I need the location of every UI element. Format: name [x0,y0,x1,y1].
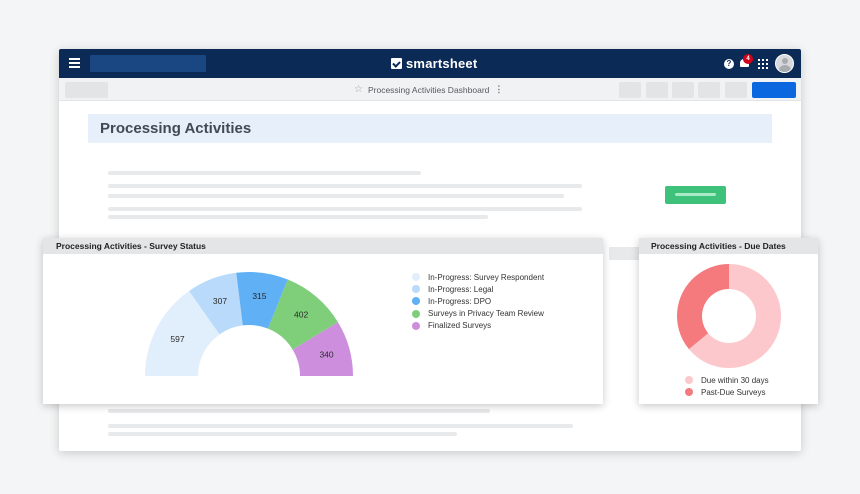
survey-slice-finalized-surveys[interactable] [292,322,353,376]
top-navigation-bar: smartsheet ? 4 [59,49,801,78]
toolbar-primary-button[interactable] [752,82,796,98]
survey-status-widget: Processing Activities - Survey Status 59… [43,238,603,404]
toolbar-button-3[interactable] [672,82,694,98]
brand-logo: smartsheet [391,55,477,72]
placeholder-line [108,194,564,198]
survey-legend-item-finalized-surveys: Finalized Surveys [412,320,544,332]
survey-status-chart: 597 307 315 402 340 [145,272,353,376]
survey-slice-value-label: 307 [213,296,227,306]
survey-legend-swatch [412,273,420,282]
due-widget-title: Processing Activities - Due Dates [639,238,818,254]
sheet-toolbar: ☆ Processing Activities Dashboard ⋮ [59,78,801,101]
survey-legend-item-in-progress-survey-respondent: In-Progress: Survey Respondent [412,271,544,283]
placeholder-block [609,247,641,260]
survey-legend-swatch [412,297,420,306]
survey-slice-in-progress-dpo[interactable] [236,272,288,329]
survey-legend-label: In-Progress: Legal [428,284,494,294]
survey-legend: In-Progress: Survey Respondent In-Progres… [412,271,544,332]
due-slice-due-within-30-days[interactable] [688,264,781,368]
hamburger-menu-icon[interactable] [69,58,80,68]
placeholder-line [108,424,573,428]
placeholder-line [108,432,457,436]
due-legend: Due within 30 days Past-Due Surveys [685,374,769,398]
toolbar-button-4[interactable] [698,82,720,98]
brand-name: smartsheet [406,56,478,71]
survey-slice-value-label: 597 [170,334,184,344]
favorite-star-icon[interactable]: ☆ [354,84,363,95]
survey-legend-item-in-progress-dpo: In-Progress: DPO [412,295,544,307]
placeholder-line [108,184,582,188]
survey-slice-value-label: 315 [252,291,266,301]
due-legend-label: Past-Due Surveys [701,387,766,397]
user-avatar[interactable] [775,54,794,73]
survey-legend-swatch [412,285,420,294]
dashboard-title: Processing Activities [100,120,252,137]
survey-legend-label: In-Progress: Survey Respondent [428,272,545,282]
due-legend-swatch [685,376,693,385]
survey-legend-label: In-Progress: DPO [428,296,492,306]
due-dates-chart [677,264,781,368]
green-action-button[interactable] [665,186,726,204]
survey-slice-in-progress-survey-respondent[interactable] [145,291,220,376]
survey-legend-item-in-progress-legal: In-Progress: Legal [412,283,544,295]
survey-legend-item-surveys-in-privacy-team-review: Surveys in Privacy Team Review [412,308,544,320]
placeholder-line [108,171,421,175]
due-dates-widget: Processing Activities - Due Dates Due wi… [639,238,818,404]
apps-grid-icon[interactable] [758,59,768,69]
notification-badge: 4 [743,54,753,64]
survey-widget-title: Processing Activities - Survey Status [43,238,603,254]
survey-legend-swatch [412,321,420,330]
help-icon[interactable]: ? [724,59,734,69]
more-options-icon[interactable]: ⋮ [494,84,504,94]
survey-slice-in-progress-legal[interactable] [189,272,243,335]
due-legend-swatch [685,388,693,397]
due-slice-past-due-surveys[interactable] [677,264,729,350]
placeholder-line [108,215,488,219]
survey-slice-value-label: 402 [294,310,308,320]
placeholder-line [108,409,490,413]
due-legend-label: Due within 30 days [701,375,769,385]
toolbar-button-1[interactable] [619,82,641,98]
survey-slice-value-label: 340 [319,349,333,359]
toolbar-button-2[interactable] [646,82,668,98]
survey-legend-label: Surveys in Privacy Team Review [428,309,544,319]
survey-legend-swatch [412,309,420,318]
placeholder-line [108,207,582,211]
toolbar-button-5[interactable] [725,82,747,98]
survey-legend-label: Finalized Surveys [428,321,492,331]
dashboard-header: Processing Activities [88,114,772,143]
sheet-title-area: ☆ Processing Activities Dashboard ⋮ [354,78,503,101]
sheet-title: Processing Activities Dashboard [367,84,490,95]
smartsheet-logo-icon [391,58,402,69]
toolbar-left-button[interactable] [65,82,108,98]
due-legend-item-past-due-surveys: Past-Due Surveys [685,386,769,398]
survey-slice-surveys-in-privacy-team-review[interactable] [268,279,338,350]
due-legend-item-due-within-30-days: Due within 30 days [685,374,769,386]
search-input[interactable] [90,55,206,72]
